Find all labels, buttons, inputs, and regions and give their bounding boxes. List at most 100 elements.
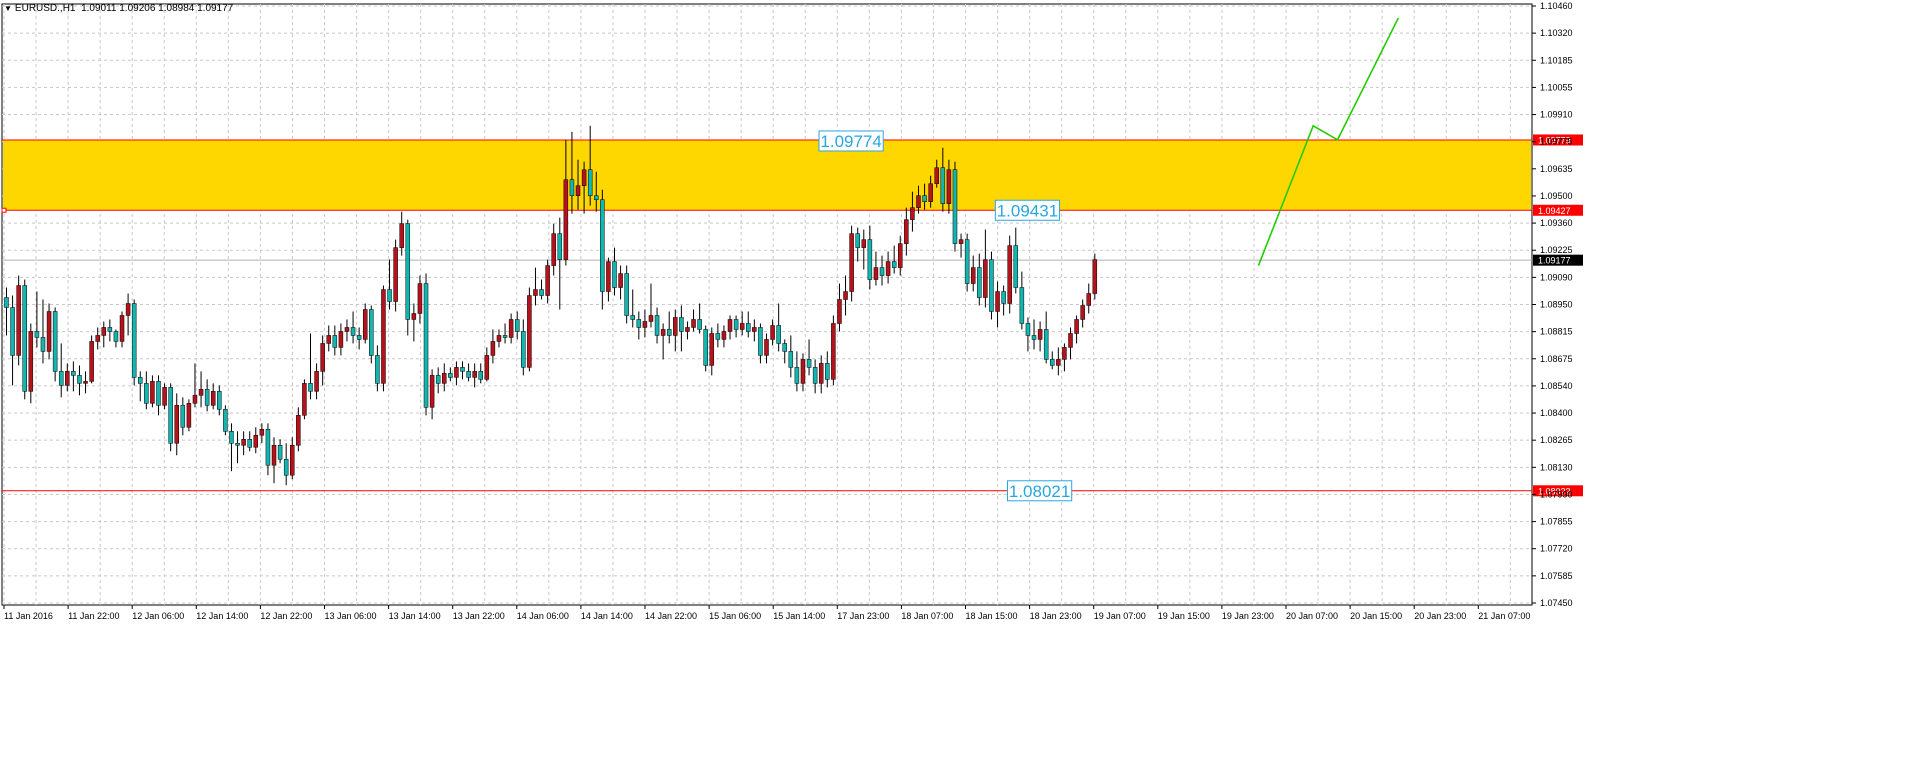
candle bbox=[508, 313, 514, 344]
price-label-text: 1.09774 bbox=[820, 132, 881, 151]
y-tick-label: 1.08950 bbox=[1540, 300, 1573, 310]
candle bbox=[776, 303, 781, 352]
candle-body bbox=[709, 333, 715, 366]
candle bbox=[417, 275, 423, 324]
candle-body bbox=[350, 327, 356, 336]
candle-body bbox=[1056, 359, 1061, 366]
candle-body bbox=[898, 243, 903, 268]
candle-body bbox=[946, 169, 952, 204]
candle bbox=[891, 245, 897, 274]
candle-body bbox=[144, 383, 149, 404]
candle bbox=[156, 375, 161, 416]
y-tick-label: 1.07990 bbox=[1540, 489, 1573, 499]
candle-body bbox=[107, 327, 113, 332]
candle-body bbox=[265, 429, 271, 466]
candle bbox=[46, 303, 52, 360]
chart-grid bbox=[1, 3, 1533, 606]
candle-body bbox=[825, 363, 830, 380]
candle-body bbox=[958, 239, 964, 244]
x-tick-label: 12 Jan 14:00 bbox=[196, 611, 248, 621]
candle bbox=[186, 399, 192, 432]
candle bbox=[818, 355, 824, 394]
price-label-text: 1.08021 bbox=[1009, 482, 1070, 501]
candle-body bbox=[472, 371, 477, 378]
candle-body bbox=[423, 283, 429, 408]
candle bbox=[630, 289, 635, 328]
price-label-box[interactable] bbox=[818, 130, 884, 152]
candle bbox=[308, 333, 313, 400]
level-price-tag-text: 1.09427 bbox=[1538, 206, 1571, 216]
candle-body bbox=[1013, 245, 1019, 288]
candle-body bbox=[636, 319, 642, 328]
price-label-box[interactable] bbox=[1007, 480, 1073, 502]
candle-body bbox=[952, 169, 958, 244]
candle bbox=[101, 321, 107, 348]
candle-body bbox=[162, 387, 167, 406]
candle bbox=[1050, 351, 1055, 370]
candle bbox=[1056, 347, 1061, 376]
candle bbox=[551, 223, 556, 276]
chevron-down-icon[interactable]: ▼ bbox=[4, 4, 12, 13]
candle-body bbox=[454, 367, 459, 378]
candle bbox=[125, 293, 131, 336]
candle-body bbox=[448, 373, 453, 378]
candle-body bbox=[174, 405, 179, 444]
x-tick-label: 11 Jan 22:00 bbox=[68, 611, 119, 621]
candle bbox=[934, 159, 939, 188]
candle-body bbox=[904, 219, 909, 244]
candle bbox=[393, 239, 398, 312]
candlesticks bbox=[4, 125, 1098, 486]
candle bbox=[356, 327, 362, 350]
candle-body bbox=[241, 439, 246, 446]
candle-body bbox=[977, 267, 982, 298]
candle bbox=[1080, 299, 1085, 328]
candle bbox=[898, 235, 903, 276]
candle bbox=[581, 161, 587, 214]
candle-body bbox=[302, 383, 307, 416]
candle-body bbox=[606, 261, 611, 292]
candle-body bbox=[296, 415, 301, 446]
candle-body bbox=[180, 405, 186, 428]
candle-body bbox=[375, 355, 380, 384]
candle-body bbox=[654, 315, 660, 336]
projection-line[interactable] bbox=[1257, 17, 1400, 266]
x-tick-label: 20 Jan 07:00 bbox=[1286, 611, 1338, 621]
level-price-tag bbox=[1533, 485, 1583, 497]
candle bbox=[964, 233, 970, 292]
candle-body bbox=[551, 233, 556, 266]
candle bbox=[1092, 253, 1098, 300]
candle-body bbox=[217, 391, 222, 410]
candle bbox=[162, 383, 167, 410]
candle bbox=[28, 323, 34, 404]
candle-body bbox=[71, 371, 76, 376]
candle-body bbox=[28, 331, 34, 392]
candle bbox=[4, 287, 9, 336]
candle bbox=[977, 253, 982, 306]
candle bbox=[727, 315, 733, 340]
candle bbox=[746, 311, 751, 338]
candle bbox=[217, 385, 222, 416]
candle-body bbox=[1025, 323, 1031, 336]
candle bbox=[95, 327, 100, 350]
candle bbox=[210, 383, 216, 410]
candle-body bbox=[271, 445, 277, 466]
y-tick-label: 1.09090 bbox=[1540, 272, 1573, 282]
candle-body bbox=[387, 289, 392, 302]
candle-body bbox=[685, 327, 690, 332]
candle-body bbox=[837, 299, 842, 324]
level-price-tag bbox=[1533, 134, 1583, 146]
candle bbox=[958, 233, 964, 258]
candle-body bbox=[697, 319, 702, 330]
candle bbox=[405, 219, 411, 336]
candle-body bbox=[508, 319, 514, 338]
candle-body bbox=[758, 327, 763, 356]
y-tick-label: 1.07855 bbox=[1540, 517, 1573, 527]
price-label-text: 1.09431 bbox=[997, 201, 1058, 220]
price-label-box[interactable] bbox=[994, 199, 1061, 221]
level-handle[interactable] bbox=[1, 207, 7, 213]
candle bbox=[168, 383, 173, 452]
candle-body bbox=[429, 375, 435, 408]
candle bbox=[533, 267, 538, 306]
